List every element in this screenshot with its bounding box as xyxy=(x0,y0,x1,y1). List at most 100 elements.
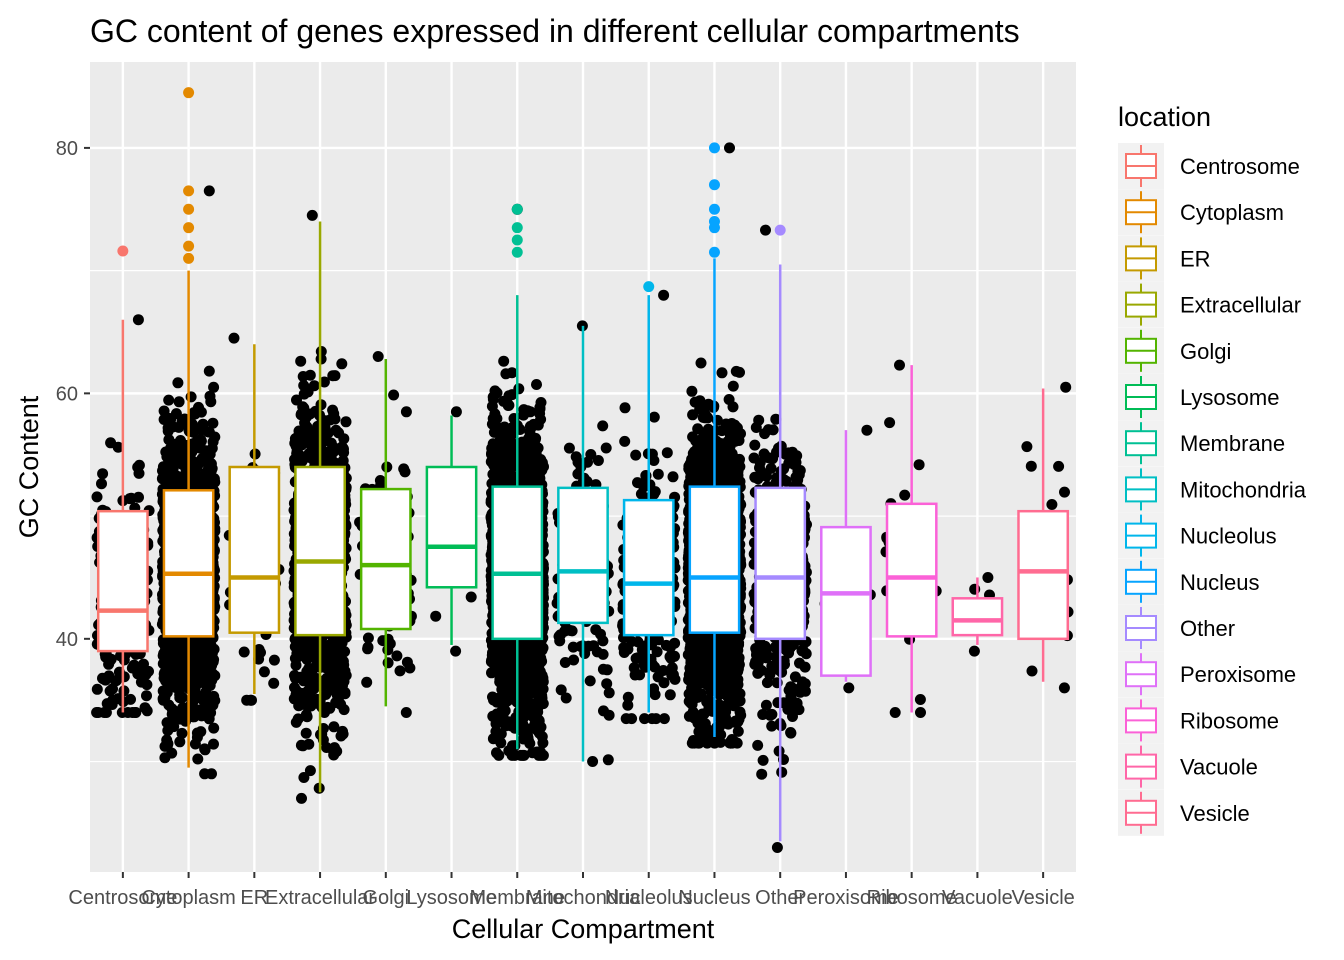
jitter-point xyxy=(664,689,676,701)
jitter-point xyxy=(401,656,413,668)
jitter-point xyxy=(534,687,546,699)
jitter-point xyxy=(430,610,442,622)
jitter-point xyxy=(203,185,215,197)
jitter-point xyxy=(493,437,505,449)
jitter-point xyxy=(486,400,498,412)
jitter-point xyxy=(192,753,204,765)
jitter-point xyxy=(398,463,410,475)
jitter-point xyxy=(112,693,124,705)
jitter-point xyxy=(658,677,670,689)
jitter-point xyxy=(602,754,614,766)
jitter-point xyxy=(506,367,518,379)
jitter-point xyxy=(637,648,649,660)
x-tick-label: Lysosome xyxy=(406,887,496,909)
jitter-point xyxy=(92,707,104,718)
jitter-point xyxy=(658,289,670,301)
jitter-point xyxy=(293,700,305,712)
jitter-point xyxy=(630,449,642,461)
jitter-point xyxy=(570,451,582,463)
jitter-point xyxy=(228,332,240,344)
jitter-point xyxy=(622,643,634,655)
jitter-point xyxy=(648,411,660,423)
jitter-point xyxy=(253,644,265,655)
jitter-point xyxy=(199,768,211,780)
jitter-point xyxy=(584,675,596,687)
jitter-point xyxy=(161,740,173,752)
x-tick-label: Other xyxy=(755,887,805,909)
jitter-point xyxy=(100,707,112,718)
jitter-point xyxy=(648,683,660,695)
jitter-point xyxy=(91,491,103,503)
jitter-point xyxy=(165,422,176,434)
jitter-point xyxy=(603,709,615,721)
jitter-point xyxy=(133,467,145,479)
jitter-point xyxy=(564,625,576,636)
jitter-point xyxy=(196,710,208,722)
jitter-point xyxy=(507,740,518,752)
jitter-point xyxy=(667,471,679,483)
jitter-point xyxy=(289,670,300,681)
jitter-point xyxy=(534,403,546,415)
jitter-point xyxy=(112,441,124,453)
jitter-point xyxy=(590,624,602,636)
jitter-point xyxy=(669,637,681,649)
jitter-point xyxy=(326,647,338,659)
jitter-point xyxy=(517,749,529,761)
jitter-point xyxy=(298,380,310,391)
jitter-point xyxy=(290,689,302,701)
jitter-point xyxy=(196,453,208,464)
jitter-point xyxy=(289,652,301,664)
jitter-point xyxy=(141,690,152,702)
jitter-point xyxy=(555,684,567,696)
jitter-point xyxy=(304,765,316,777)
jitter-point xyxy=(465,591,477,603)
jitter-point xyxy=(208,381,220,393)
jitter-point xyxy=(657,665,669,676)
jitter-point xyxy=(300,426,311,437)
jitter-point xyxy=(91,683,103,695)
jitter-point xyxy=(127,707,138,718)
jitter-point xyxy=(202,679,214,691)
jitter-point xyxy=(338,433,350,445)
jitter-point xyxy=(490,726,502,737)
jitter-point xyxy=(597,663,609,675)
jitter-point xyxy=(268,654,280,666)
jitter-point xyxy=(524,678,536,690)
jitter-point xyxy=(487,691,498,703)
jitter-point xyxy=(329,742,340,754)
jitter-point xyxy=(531,724,543,736)
jitter-point xyxy=(649,661,661,673)
jitter-point xyxy=(666,662,678,674)
jitter-point xyxy=(306,209,318,221)
jitter-point xyxy=(161,717,173,729)
jitter-point xyxy=(658,713,670,725)
jitter-point xyxy=(382,657,394,669)
jitter-point xyxy=(619,402,631,414)
jitter-point xyxy=(649,486,661,498)
jitter-point xyxy=(534,746,546,758)
jitter-point xyxy=(195,406,207,418)
jitter-point xyxy=(166,708,178,720)
jitter-point xyxy=(450,645,462,657)
jitter-point xyxy=(300,727,312,739)
jitter-point xyxy=(382,644,394,656)
jitter-point xyxy=(372,351,384,362)
jitter-point xyxy=(238,646,250,658)
jitter-point xyxy=(533,714,545,726)
jitter-point xyxy=(301,711,313,723)
jitter-point xyxy=(597,420,609,432)
jitter-point xyxy=(521,471,533,482)
jitter-point xyxy=(648,455,660,466)
jitter-point xyxy=(632,477,643,489)
jitter-point xyxy=(320,689,332,700)
jitter-point xyxy=(203,365,215,377)
y-tick-label: 80 xyxy=(56,138,78,160)
jitter-point xyxy=(489,385,501,397)
jitter-point xyxy=(622,691,634,703)
x-tick-label: ER xyxy=(240,887,268,909)
jitter-point xyxy=(628,662,640,674)
jitter-point xyxy=(189,654,201,666)
jitter-point xyxy=(303,738,315,750)
